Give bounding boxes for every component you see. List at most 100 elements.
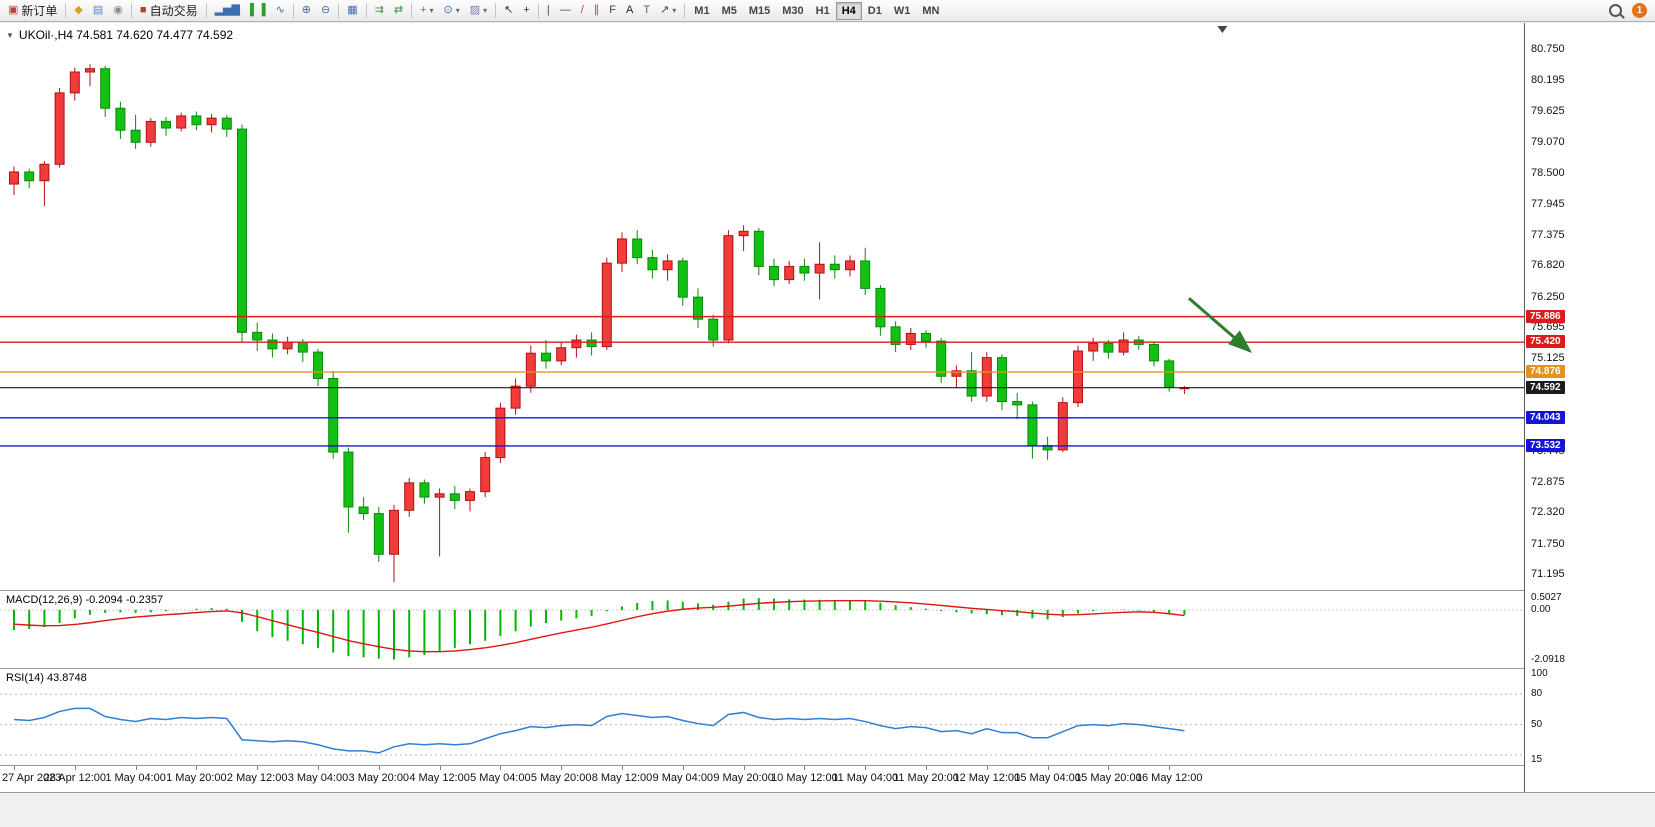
line-chart-button[interactable]: ∿ bbox=[271, 1, 290, 20]
candle-body bbox=[252, 331, 263, 341]
fibonacci-icon: F bbox=[609, 4, 616, 16]
price-chart-canvas[interactable] bbox=[0, 23, 1524, 590]
candle-body bbox=[647, 257, 658, 271]
price-axis-label: 78.500 bbox=[1531, 167, 1565, 180]
candle-body bbox=[1088, 342, 1099, 352]
tile-windows-button[interactable]: ▦ bbox=[342, 1, 362, 20]
panel-separator[interactable] bbox=[0, 765, 1655, 766]
indicators-button[interactable]: + ▾ bbox=[415, 1, 438, 20]
time-tick bbox=[682, 766, 684, 770]
time-axis-label: 5 May 20:00 bbox=[530, 772, 592, 784]
timeframe-m1-button[interactable]: M1 bbox=[688, 2, 715, 20]
timeframe-m5-button[interactable]: M5 bbox=[716, 2, 743, 20]
price-axis-label: 71.750 bbox=[1531, 537, 1565, 550]
arrows-button[interactable]: ↗ ▾ bbox=[655, 1, 681, 20]
timeframe-mn-button[interactable]: MN bbox=[916, 2, 945, 20]
candle-body bbox=[693, 296, 703, 320]
price-axis-label: 77.945 bbox=[1531, 197, 1565, 210]
channel-button[interactable]: ∥ bbox=[589, 1, 605, 20]
candlestick-chart-button[interactable]: ▌▐ bbox=[245, 1, 271, 20]
macd-signal-line bbox=[13, 600, 1185, 653]
fibonacci-button[interactable]: F bbox=[604, 1, 621, 20]
candle-body bbox=[510, 385, 521, 409]
label-button[interactable]: T bbox=[638, 1, 655, 20]
crosshair-button[interactable]: + bbox=[518, 1, 534, 20]
macd-panel-canvas[interactable] bbox=[0, 591, 1524, 668]
toolbar-separator bbox=[292, 3, 294, 18]
search-icon bbox=[1609, 4, 1622, 17]
horizontal-line-button[interactable]: — bbox=[555, 1, 576, 20]
time-tick bbox=[500, 766, 502, 770]
navigator-button[interactable]: ◉ bbox=[108, 1, 128, 20]
new-order-button[interactable]: ▣ 新订单 bbox=[3, 1, 62, 20]
rsi-panel-canvas[interactable] bbox=[0, 669, 1524, 765]
timeframe-m15-button[interactable]: M15 bbox=[743, 2, 776, 20]
price-axis-label: 76.250 bbox=[1531, 290, 1565, 303]
search-button[interactable] bbox=[1604, 1, 1627, 20]
rsi-axis-label: 15 bbox=[1531, 753, 1543, 765]
data-window-button[interactable]: ▤ bbox=[88, 1, 108, 20]
periods-icon: ⊙ bbox=[443, 4, 453, 16]
macd-axis-label: 0.00 bbox=[1531, 603, 1551, 615]
zoom-out-button[interactable]: ⊖ bbox=[316, 1, 335, 20]
timeframe-d1-button[interactable]: D1 bbox=[862, 2, 888, 20]
toolbar-separator bbox=[338, 3, 340, 18]
time-tick bbox=[1047, 766, 1049, 770]
time-axis-label: 3 May 20:00 bbox=[348, 772, 410, 784]
price-axis-label: 79.070 bbox=[1531, 135, 1565, 148]
zoom-in-button[interactable]: ⊕ bbox=[297, 1, 316, 20]
timeframe-h1-button[interactable]: H1 bbox=[810, 2, 836, 20]
cursor-icon: ↖ bbox=[504, 4, 514, 16]
bar-chart-icon: ▂▅▇ bbox=[214, 4, 240, 16]
timeframe-w1-button[interactable]: W1 bbox=[888, 2, 917, 20]
label-icon: T bbox=[643, 4, 651, 16]
candle-body bbox=[875, 287, 886, 328]
bar-chart-button[interactable]: ▂▅▇ bbox=[210, 1, 245, 20]
candle-body bbox=[921, 332, 931, 342]
auto-trading-button[interactable]: ■ 自动交易 bbox=[135, 1, 203, 20]
chart-area: ▼ UKOil·,H4 74.581 74.620 74.477 74.592 … bbox=[0, 23, 1655, 793]
market-watch-button[interactable]: ◆ bbox=[69, 1, 87, 20]
text-button[interactable]: A bbox=[621, 1, 638, 20]
chart-shift-marker-icon bbox=[1217, 26, 1228, 33]
candle-body bbox=[677, 260, 688, 298]
candle-body bbox=[449, 493, 460, 501]
time-tick bbox=[622, 766, 623, 770]
timeframe-h4-button[interactable]: H4 bbox=[835, 1, 862, 20]
time-tick bbox=[1108, 766, 1110, 770]
candle-body bbox=[343, 451, 354, 508]
toolbar-separator bbox=[411, 3, 413, 18]
candle-body bbox=[145, 120, 156, 143]
support-line-1-badge: 74.043 bbox=[1526, 410, 1565, 424]
periods-button[interactable]: ⊙ ▾ bbox=[439, 1, 465, 20]
trendline-button[interactable]: / bbox=[576, 1, 589, 20]
auto-scroll-button[interactable]: ⇉ bbox=[370, 1, 389, 20]
price-axis-label: 80.750 bbox=[1531, 43, 1565, 56]
candle-body bbox=[313, 351, 323, 379]
panel-separator[interactable] bbox=[0, 590, 1655, 591]
toolbar-separator bbox=[205, 3, 207, 18]
vertical-line-icon: | bbox=[546, 4, 550, 16]
notifications-button[interactable]: 1 bbox=[1627, 1, 1652, 20]
timeframe-group: M1 M5 M15 M30 H1 H4 D1 W1 MN bbox=[688, 1, 945, 20]
candle-body bbox=[799, 265, 810, 274]
vertical-line-button[interactable]: | bbox=[542, 1, 555, 20]
price-axis-label: 75.125 bbox=[1531, 352, 1565, 365]
rsi-axis-label: 80 bbox=[1531, 688, 1543, 700]
chart-shift-button[interactable]: ⇄ bbox=[389, 1, 408, 20]
time-scale[interactable]: 27 Apr 2023 28 Apr 12:00 1 May 04:00 1 May … bbox=[0, 766, 1524, 792]
candle-body bbox=[723, 235, 734, 341]
timeframe-m30-button[interactable]: M30 bbox=[776, 2, 809, 20]
macd-label: MACD(12,26,9) -0.2094 -0.2357 bbox=[6, 594, 164, 606]
time-tick bbox=[74, 766, 76, 770]
templates-button[interactable]: ▨ ▾ bbox=[465, 1, 492, 20]
time-axis-label: 5 May 04:00 bbox=[470, 772, 531, 784]
cursor-button[interactable]: ↖ bbox=[499, 1, 518, 20]
panel-separator[interactable] bbox=[0, 668, 1655, 669]
price-scale[interactable]: 80.750 80.195 79.625 79.070 78.500 77.945 77.3… bbox=[1524, 23, 1655, 792]
symbol-dropdown-icon[interactable]: ▼ bbox=[6, 30, 14, 40]
trend-arrow-annotation[interactable] bbox=[1187, 297, 1253, 353]
candle-body bbox=[829, 263, 840, 271]
macd-axis-label: 0.5027 bbox=[1531, 592, 1562, 604]
